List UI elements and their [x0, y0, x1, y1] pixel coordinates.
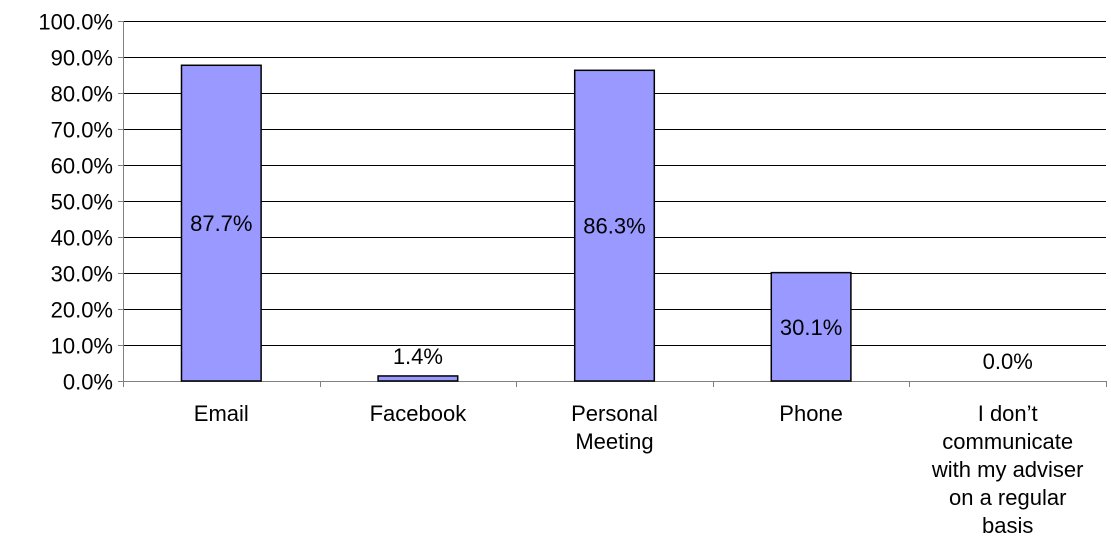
x-category-label: basis	[982, 513, 1033, 538]
y-tick-label: 0.0%	[63, 370, 113, 395]
x-category-label: Facebook	[370, 401, 468, 426]
bars	[180, 64, 852, 382]
data-label: 86.3%	[583, 214, 645, 239]
data-label: 0.0%	[983, 349, 1033, 374]
x-category-label: communicate	[942, 429, 1073, 454]
data-label: 30.1%	[780, 315, 842, 340]
y-tick-label: 70.0%	[51, 118, 113, 143]
y-tick-label: 20.0%	[51, 298, 113, 323]
y-tick-label: 60.0%	[51, 154, 113, 179]
x-axis-categories: Email Facebook Personal Meeting Phone I don’t…	[194, 401, 1084, 538]
y-tick-label: 100.0%	[38, 10, 113, 35]
bar	[377, 375, 459, 382]
x-category-label: with my adviser	[931, 457, 1084, 482]
y-tick-label: 80.0%	[51, 82, 113, 107]
bar	[770, 271, 852, 382]
x-category-label: on a regular	[949, 485, 1066, 510]
bar	[180, 64, 262, 382]
y-tick-label: 90.0%	[51, 46, 113, 71]
y-axis-ticks: 0.0% 10.0% 20.0% 30.0% 40.0% 50.0% 60.0% 70.0% 8…	[38, 10, 123, 395]
bar	[573, 69, 656, 382]
data-labels: 87.7% 1.4% 86.3% 30.1% 0.0%	[190, 211, 1033, 374]
x-category-label: I don’t	[978, 401, 1038, 426]
y-tick-label: 50.0%	[51, 190, 113, 215]
x-category-label: Email	[194, 401, 249, 426]
y-tick-label: 30.0%	[51, 262, 113, 287]
data-label: 1.4%	[393, 344, 443, 369]
y-tick-label: 10.0%	[51, 334, 113, 359]
x-category-label: Phone	[779, 401, 843, 426]
x-category-label: Meeting	[575, 429, 653, 454]
data-label: 87.7%	[190, 211, 252, 236]
x-category-label: Personal	[571, 401, 658, 426]
y-tick-label: 40.0%	[51, 226, 113, 251]
